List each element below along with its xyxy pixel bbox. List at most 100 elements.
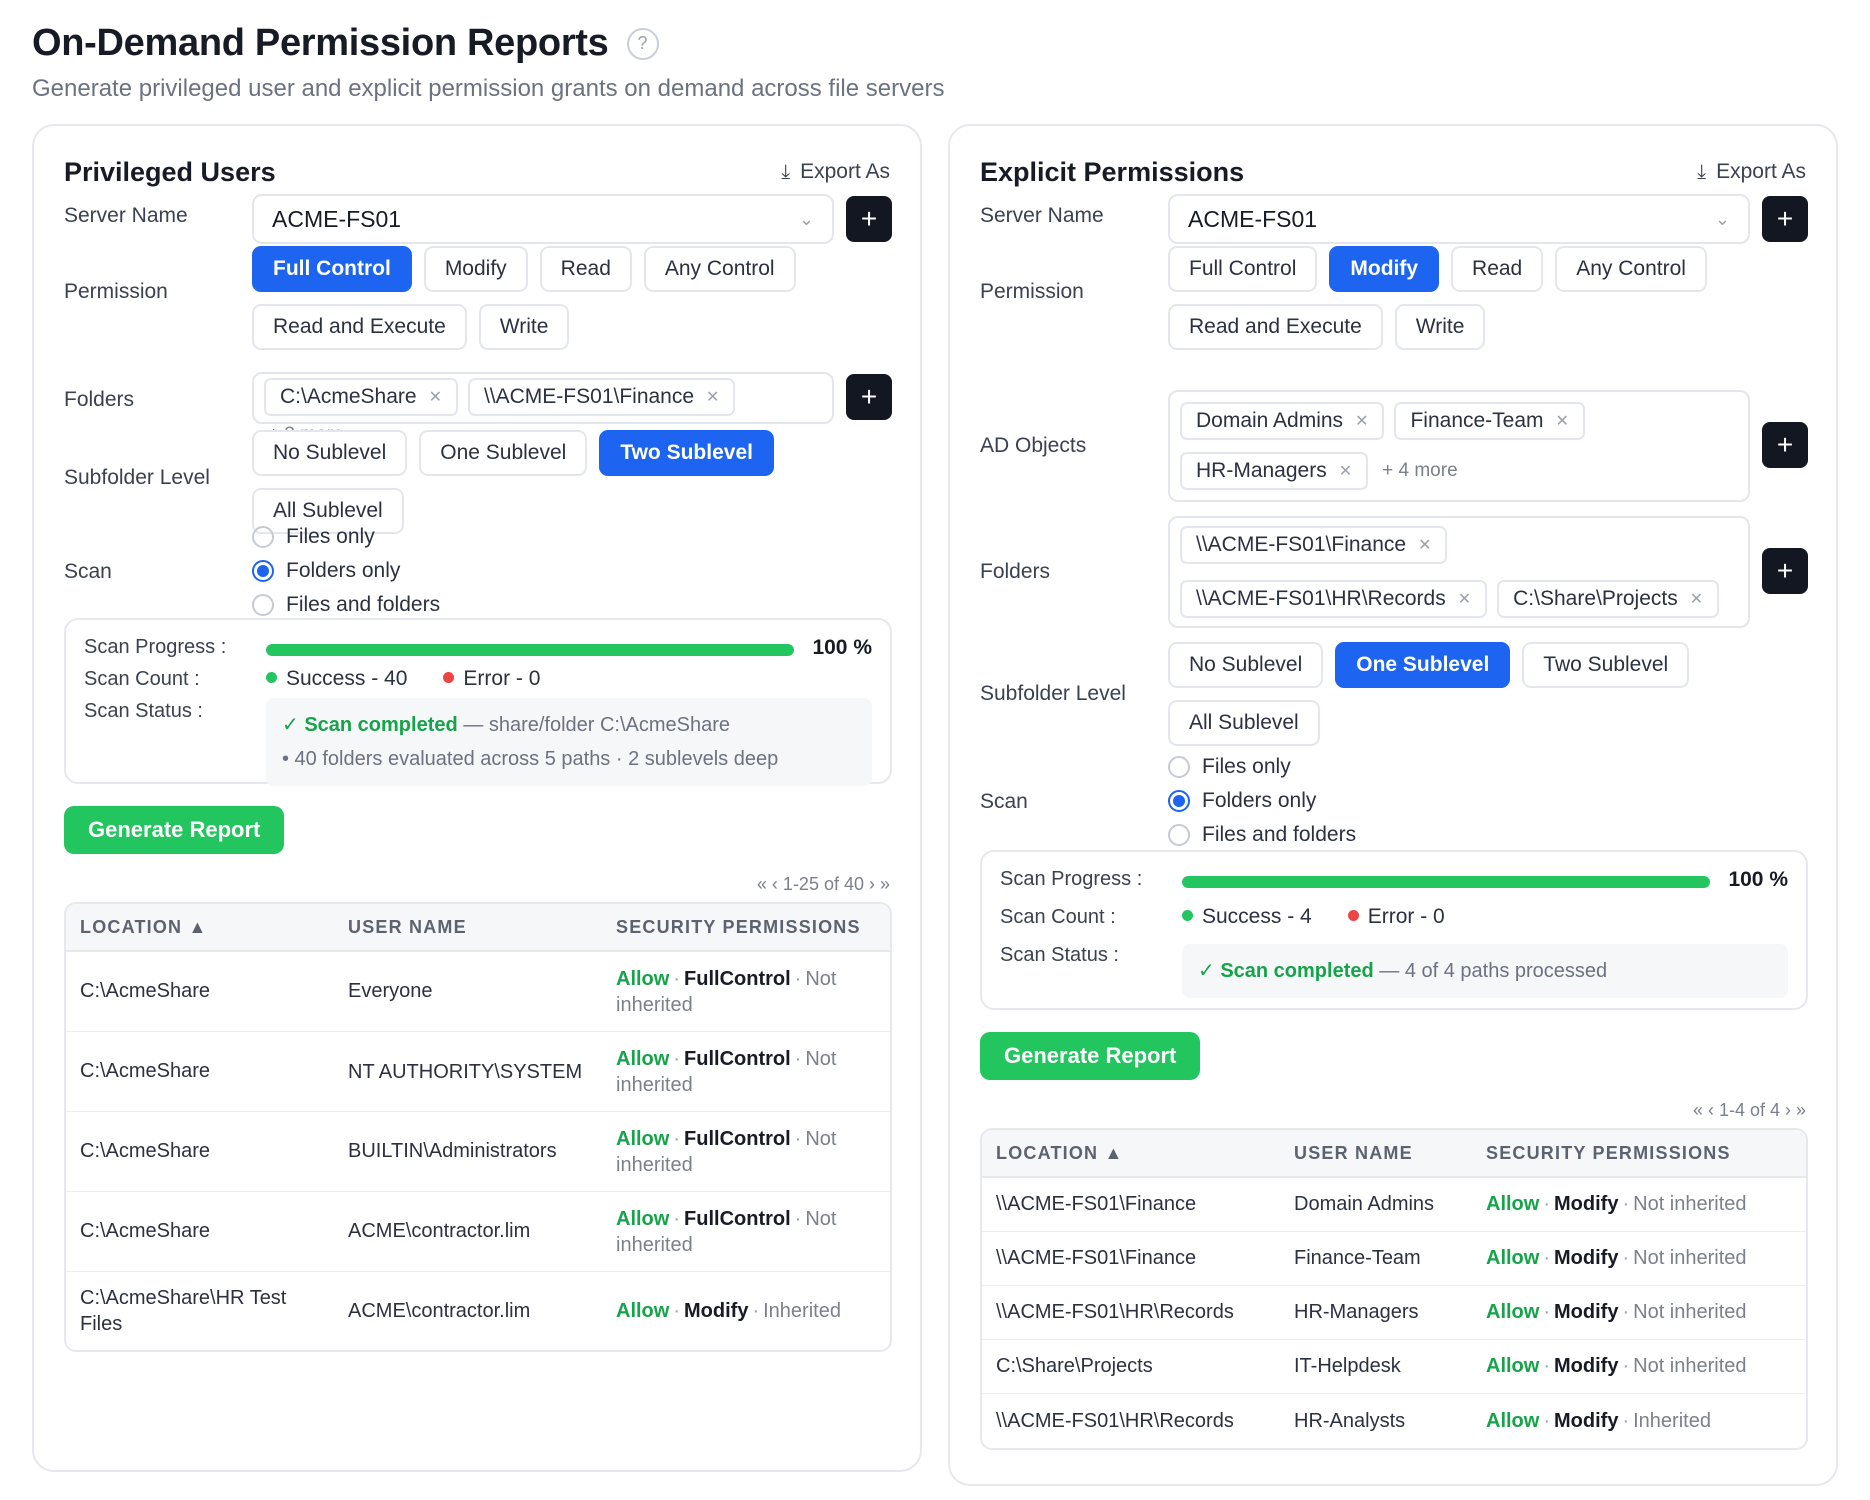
page-header: On-Demand Permission Reports ? Generate … [32,22,944,103]
folder-tag: \\ACME-FS01\Finance ✕ [1180,526,1448,564]
column-location[interactable]: LOCATION ▲ [996,1142,1124,1163]
radio-button[interactable] [252,594,274,616]
add-folder-button[interactable]: + [846,374,892,420]
scan-option-folders[interactable]: Folders only [252,554,440,588]
sublevel-chip-none[interactable]: No Sublevel [1168,642,1324,688]
scan-option-folders[interactable]: Folders only [1168,784,1356,818]
ad-objects-label: AD Objects [980,434,1087,457]
remove-tag-icon[interactable]: ✕ [1457,591,1472,608]
permission-chip-write[interactable]: Write [1394,304,1486,350]
scan-radio-group: Files only Folders only Files and folder… [252,520,440,622]
permission-chip-full-control[interactable]: Full Control [1168,246,1318,292]
server-name-select[interactable]: ACME-FS01 ⌄ [1168,194,1750,244]
add-server-button[interactable]: + [1762,196,1808,242]
generate-report-button[interactable]: Generate Report [980,1032,1201,1080]
column-user-name[interactable]: USER NAME [1294,1142,1413,1163]
scan-status-summary: • 40 folders evaluated across 5 paths · … [282,748,779,770]
pagination[interactable]: « ‹ 1-25 of 40 › » [756,874,890,894]
column-security-permissions[interactable]: SECURITY PERMISSIONS [1486,1142,1731,1163]
help-icon[interactable]: ? [626,27,659,60]
generate-report-button[interactable]: Generate Report [64,806,285,854]
remove-tag-icon[interactable]: ✕ [1355,413,1369,430]
server-name-label: Server Name [64,204,188,227]
page-title: On-Demand Permission Reports [32,22,609,64]
permission-chip-read-execute[interactable]: Read and Execute [252,304,467,350]
remove-tag-icon[interactable]: ✕ [1689,591,1704,608]
remove-tag-icon[interactable]: ✕ [1338,463,1353,480]
add-server-button[interactable]: + [846,196,892,242]
pagination[interactable]: « ‹ 1-4 of 4 › » [1692,1100,1806,1120]
permission-chip-any-control[interactable]: Any Control [1555,246,1707,292]
ad-object-tag: Finance-Team ✕ [1394,402,1585,440]
table-row[interactable]: \\ACME-FS01\Finance Domain Admins Allow ·… [982,1178,1806,1232]
scan-progress-card: Scan Progress : 100 % Scan Count : Succe… [980,850,1808,1010]
more-ad-objects-link[interactable]: + 4 more [1382,460,1458,481]
sublevel-chip-one[interactable]: One Sublevel [419,430,588,476]
folders-input[interactable]: C:\AcmeShare✕ \\ACME-FS01\Finance✕ + 3 m… [252,372,834,445]
radio-button[interactable] [252,526,274,548]
sublevel-chip-two[interactable]: Two Sublevel [599,430,774,476]
sublevel-chip-all[interactable]: All Sublevel [252,488,404,534]
scan-option-files[interactable]: Files only [252,520,440,554]
sublevel-chip-one[interactable]: One Sublevel [1335,642,1511,688]
success-dot-icon [1182,909,1193,921]
table-row[interactable]: \\ACME-FS01\Finance Finance-Team Allow · M… [982,1232,1806,1286]
folder-tag: \\ACME-FS01\Finance ✕ [467,378,736,416]
scan-status-detail: — share/folder C:\AcmeShare [457,714,731,736]
remove-tag-icon[interactable]: ✕ [428,389,442,406]
permission-chip-read-execute[interactable]: Read and Execute [1168,304,1383,350]
column-user-name[interactable]: USER NAME [348,916,467,937]
table-row[interactable]: C:\AcmeShare Everyone Allow · FullControl ·… [66,952,890,1032]
scan-status-label: Scan Status : [84,700,203,722]
permission-chip-modify[interactable]: Modify [423,246,528,292]
scan-status-box: ✓ Scan completed — share/folder C:\AcmeS… [266,698,872,786]
scan-progress-fill [266,644,794,656]
folders-input[interactable]: \\ACME-FS01\Finance ✕ \\ACME-FS01\HR\Reco… [1168,516,1750,628]
scan-radio-group: Files only Folders only Files and folder… [1168,750,1356,852]
export-as-button[interactable]: ⤓ Export As [781,160,890,184]
radio-button-selected[interactable] [252,560,274,582]
radio-button-selected[interactable] [1168,790,1190,812]
scan-progress-card: Scan Progress : 100 % Scan Count : Succe… [64,618,892,786]
remove-tag-icon[interactable]: ✕ [1555,413,1569,430]
sublevel-chip-all[interactable]: All Sublevel [1168,700,1320,746]
download-icon: ⤓ [781,160,791,183]
success-count: Success - 4 [1182,905,1312,929]
add-folder-button[interactable]: + [1762,548,1808,594]
ad-objects-input[interactable]: Domain Admins ✕ Finance-Team ✕ HR-Managers… [1168,390,1750,502]
server-name-value: ACME-FS01 [272,205,402,232]
sublevel-chip-none[interactable]: No Sublevel [252,430,408,476]
error-count: Error - 0 [443,667,540,691]
sublevel-chip-two[interactable]: Two Sublevel [1522,642,1690,688]
table-row[interactable]: C:\AcmeShare BUILTIN\Administrators Allo… [66,1112,890,1192]
permission-chip-read[interactable]: Read [1451,246,1544,292]
ad-object-tag: Domain Admins ✕ [1180,402,1385,440]
permission-chip-read[interactable]: Read [539,246,632,292]
radio-button[interactable] [1168,824,1190,846]
table-row[interactable]: \\ACME-FS01\HR\Records HR-Managers Allow… [982,1286,1806,1340]
add-ad-object-button[interactable]: + [1762,422,1808,468]
permission-chip-modify[interactable]: Modify [1329,246,1440,292]
table-row[interactable]: C:\AcmeShare\HR Test Files ACME\contract… [80,1287,841,1335]
remove-tag-icon[interactable]: ✕ [1418,537,1432,554]
table-row[interactable]: \\ACME-FS01\HR\Records HR-Analysts Allow… [996,1409,1711,1432]
scan-option-files[interactable]: Files only [1168,750,1356,784]
permission-chip-full-control[interactable]: Full Control [252,246,412,292]
folders-label: Folders [980,560,1051,583]
permission-chip-write[interactable]: Write [478,304,570,350]
table-row[interactable]: C:\AcmeShare ACME\contractor.lim Allow · F… [66,1192,890,1272]
export-as-button[interactable]: ⤓ Export As [1697,160,1806,184]
permission-chip-any-control[interactable]: Any Control [643,246,796,292]
server-name-select[interactable]: ACME-FS01 ⌄ [252,194,834,244]
scan-progress-percent: 100 % [812,636,872,659]
folders-label: Folders [64,388,135,411]
radio-button[interactable] [1168,756,1190,778]
scan-option-files-and-folders[interactable]: Files and folders [1168,818,1356,852]
scan-option-files-and-folders[interactable]: Files and folders [252,588,440,622]
column-security-permissions[interactable]: SECURITY PERMISSIONS [616,916,861,937]
remove-tag-icon[interactable]: ✕ [706,389,720,406]
permission-chips: Full Control Modify Read Any Control Rea… [252,246,852,350]
table-row[interactable]: C:\Share\Projects IT-Helpdesk Allow · Modi… [982,1340,1806,1394]
column-location[interactable]: LOCATION ▲ [80,916,208,937]
table-row[interactable]: C:\AcmeShare NT AUTHORITY\SYSTEM Allow · F… [66,1032,890,1112]
